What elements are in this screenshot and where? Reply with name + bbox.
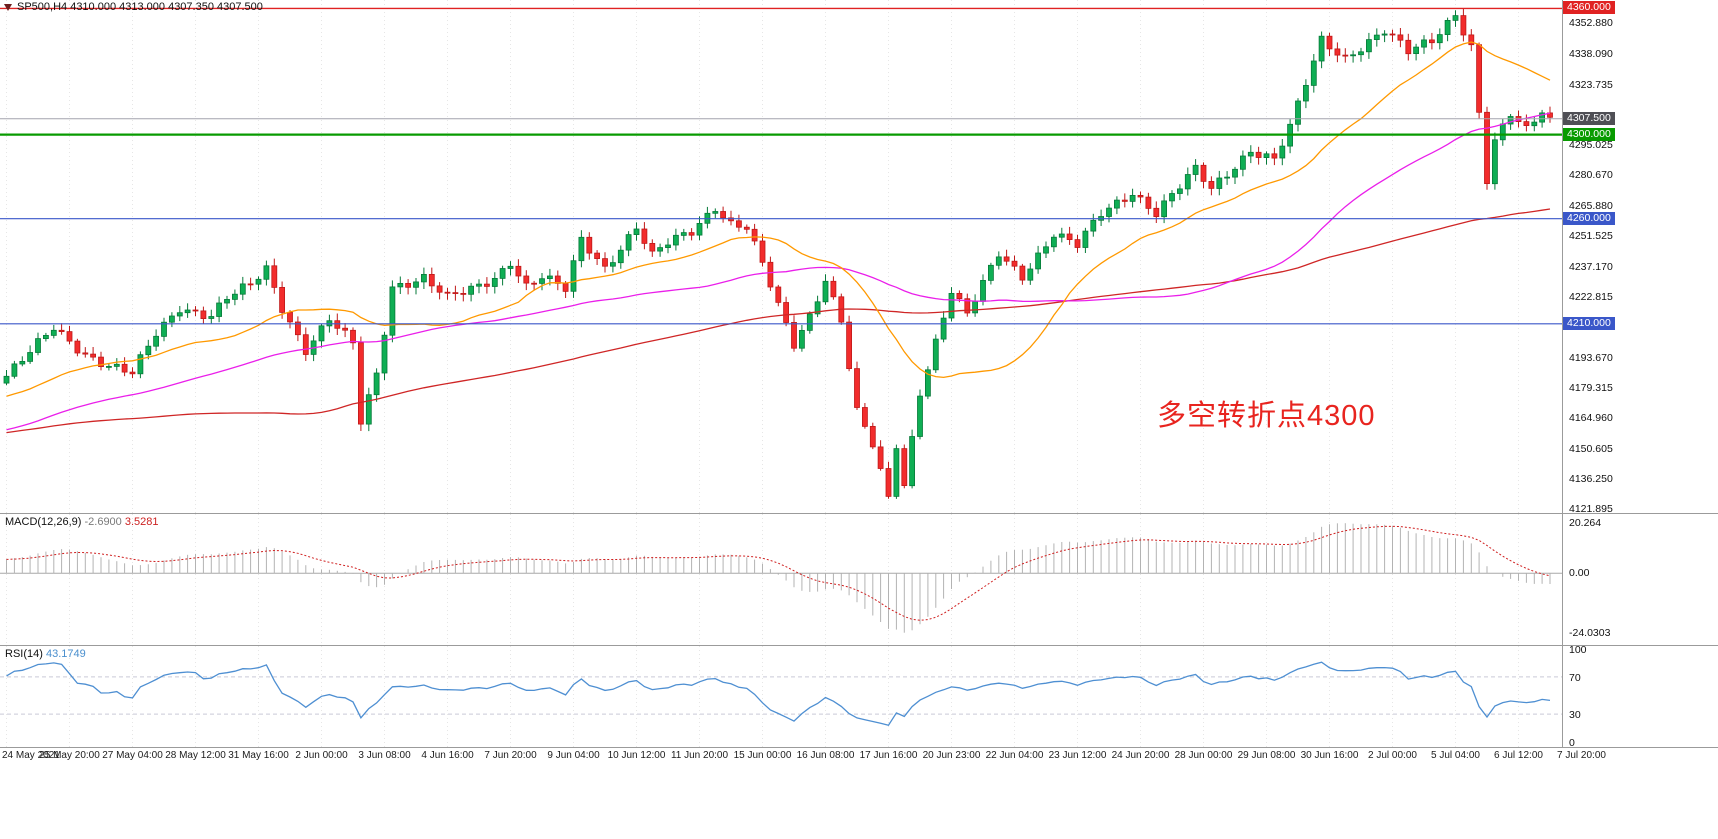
price-axis-label: 4164.960	[1569, 412, 1613, 425]
macd-panel[interactable]: MACD(12,26,9) -2.6900 3.5281	[0, 514, 1562, 645]
macd-main-value: -2.6900	[84, 516, 122, 528]
price-axis-label: 4323.735	[1569, 78, 1613, 91]
price-axis-label: 4338.090	[1569, 48, 1613, 61]
rsi-name: RSI(14)	[5, 648, 43, 660]
price-level-box: 4360.000	[1563, 1, 1615, 15]
time-axis-label: 11 Jun 20:00	[670, 750, 729, 761]
macd-canvas[interactable]	[0, 514, 1562, 645]
chart-flag-icon	[4, 3, 12, 11]
macd-axis-label: -24.0303	[1569, 626, 1611, 639]
rsi-axis-label: 0	[1569, 737, 1575, 749]
time-axis-label: 7 Jun 20:00	[484, 750, 537, 761]
rsi-axis-label: 30	[1569, 709, 1581, 722]
price-axis-label: 4179.315	[1569, 382, 1613, 395]
time-axis-label: 31 May 16:00	[228, 750, 289, 761]
time-axis-label: 15 Jun 00:00	[733, 750, 792, 761]
panel-separator[interactable]	[0, 645, 1718, 646]
time-axis-label: 23 Jun 12:00	[1048, 750, 1107, 761]
time-axis-label: 28 May 12:00	[165, 750, 226, 761]
time-axis-label: 2 Jul 00:00	[1368, 750, 1417, 761]
time-axis-label: 22 Jun 04:00	[985, 750, 1044, 761]
price-axis-label: 4251.525	[1569, 230, 1613, 243]
time-axis-label: 24 May 2021	[2, 750, 60, 761]
rsi-canvas[interactable]	[0, 646, 1562, 747]
price-axis-label: 4193.670	[1569, 352, 1613, 365]
price-axis-label: 4222.815	[1569, 290, 1613, 303]
time-axis-label: 4 Jun 16:00	[421, 750, 474, 761]
macd-name: MACD(12,26,9)	[5, 516, 82, 528]
rsi-value: 43.1749	[45, 648, 86, 660]
price-level-box: 4307.500	[1563, 111, 1615, 125]
price-axis-label: 4136.250	[1569, 472, 1613, 485]
time-axis-label: 10 Jun 12:00	[607, 750, 666, 761]
price-axis-label: 4237.170	[1569, 260, 1613, 273]
rsi-label: RSI(14) 43.1749	[5, 648, 86, 660]
price-chart-panel[interactable]: SP500,H4 4310.000 4313.000 4307.350 4307…	[0, 0, 1562, 513]
rsi-panel[interactable]: RSI(14) 43.1749	[0, 646, 1562, 747]
price-level-box: 4260.000	[1563, 211, 1615, 225]
time-axis-label: 17 Jun 16:00	[859, 750, 918, 761]
price-axis-label: 4280.670	[1569, 169, 1613, 182]
price-level-box: 4210.000	[1563, 316, 1615, 330]
time-axis-label: 29 Jun 08:00	[1237, 750, 1296, 761]
time-axis-label: 16 Jun 08:00	[796, 750, 855, 761]
rsi-axis-label: 100	[1569, 644, 1587, 656]
panel-separator[interactable]	[0, 513, 1718, 514]
macd-signal-value: 3.5281	[124, 516, 159, 528]
price-axis-label: 4295.025	[1569, 139, 1613, 152]
time-axis-label: 5 Jul 04:00	[1431, 750, 1480, 761]
time-axis-label: 24 Jun 20:00	[1111, 750, 1170, 761]
panel-separator	[0, 747, 1718, 748]
macd-axis-label: 0.00	[1569, 567, 1590, 580]
time-axis[interactable]: 24 May 2021 25 May 20:00 27 May 04:00 28 Ma…	[0, 749, 1718, 764]
symbol-header: SP500,H4 4310.000 4313.000 4307.350 4307…	[4, 1, 263, 13]
price-chart-canvas[interactable]	[0, 0, 1562, 513]
time-axis-label: 20 Jun 23:00	[922, 750, 981, 761]
time-axis-label: 25 May 20:00	[39, 750, 100, 761]
macd-axis-label: 20.264	[1569, 517, 1602, 530]
price-axis-label: 4150.605	[1569, 442, 1613, 455]
time-axis-label: 7 Jul 20:00	[1557, 750, 1606, 761]
time-axis-label: 3 Jun 08:00	[358, 750, 411, 761]
price-axis-label: 4265.880	[1569, 200, 1613, 213]
time-axis-label: 27 May 04:00	[102, 750, 163, 761]
time-axis-label: 9 Jun 04:00	[547, 750, 600, 761]
time-axis-label: 30 Jun 16:00	[1300, 750, 1359, 761]
pivot-annotation: 多空转折点4300	[1157, 400, 1376, 432]
macd-label: MACD(12,26,9) -2.6900 3.5281	[5, 516, 159, 528]
time-axis-label: 2 Jun 00:00	[295, 750, 348, 761]
symbol-ohlc-text: SP500,H4 4310.000 4313.000 4307.350 4307…	[17, 1, 263, 13]
price-axis[interactable]: 4352.880 4338.090 4323.735 4295.025 4280.670…	[1563, 0, 1718, 749]
price-axis-separator	[1562, 0, 1563, 748]
rsi-axis-label: 70	[1569, 671, 1581, 684]
time-axis-label: 6 Jul 12:00	[1494, 750, 1543, 761]
time-axis-label: 28 Jun 00:00	[1174, 750, 1233, 761]
price-axis-label: 4121.895	[1569, 503, 1613, 516]
price-level-box: 4300.000	[1563, 127, 1615, 141]
price-axis-label: 4352.880	[1569, 17, 1613, 30]
